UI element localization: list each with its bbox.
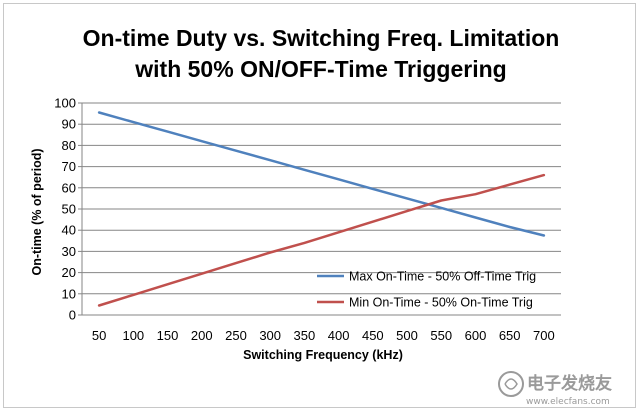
legend-label-1: Max On-Time - 50% Off-Time Trig: [349, 270, 536, 284]
x-axis-title: Switching Frequency (kHz): [243, 348, 403, 362]
x-tick-label-550: 550: [430, 328, 452, 343]
watermark-text: 电子发烧友: [527, 373, 612, 394]
x-tick-label-100: 100: [122, 328, 144, 343]
x-tick-label-600: 600: [465, 328, 487, 343]
gridlines: [82, 102, 561, 295]
legend-label-2: Min On-Time - 50% On-Time Trig: [349, 296, 533, 310]
watermark: 电子发烧友 www.elecfans.com: [498, 371, 612, 407]
chart-title-line-2: with 50% ON/OFF-Time Triggering: [134, 56, 506, 82]
y-tick-label-70: 70: [62, 159, 76, 174]
watermark-url: www.elecfans.com: [526, 397, 610, 407]
y-tick-label-60: 60: [62, 180, 76, 195]
x-tick-label-150: 150: [157, 328, 179, 343]
legend: Max On-Time - 50% Off-Time Trig Min On-Ti…: [317, 270, 536, 310]
series-line-1: [97, 111, 546, 237]
y-tick-label-80: 80: [62, 138, 76, 153]
y-tick-label-20: 20: [62, 265, 76, 280]
x-tick-label-450: 450: [362, 328, 384, 343]
y-tick-label-10: 10: [62, 286, 76, 301]
y-tick-label-0: 0: [69, 308, 76, 323]
chart-title: On-time Duty vs. Switching Freq. Limitat…: [83, 25, 560, 82]
chart-title-line-1: On-time Duty vs. Switching Freq. Limitat…: [83, 25, 560, 51]
x-tick-label-200: 200: [191, 328, 213, 343]
x-tick-label-350: 350: [294, 328, 316, 343]
x-tick-label-250: 250: [225, 328, 247, 343]
x-tick-label-500: 500: [396, 328, 418, 343]
y-tick-label-30: 30: [62, 244, 76, 259]
y-tick-label-50: 50: [62, 202, 76, 217]
axes: [78, 102, 561, 316]
series-line-2: [97, 173, 546, 307]
chart-frame: On-time Duty vs. Switching Freq. Limitat…: [3, 3, 636, 408]
x-tick-label-400: 400: [328, 328, 350, 343]
y-tick-label-90: 90: [62, 117, 76, 132]
y-tick-label-100: 100: [54, 96, 76, 111]
x-tick-label-650: 650: [499, 328, 521, 343]
x-tick-labels: 50 100 150 200 250 300 350 400 450 500 550 600 650 70…: [92, 328, 555, 343]
series-lines: [97, 111, 546, 307]
x-tick-label-50: 50: [92, 328, 106, 343]
y-tick-labels: 0 10 20 30 40 50 60 70 80 90 100: [54, 96, 76, 323]
x-tick-label-300: 300: [259, 328, 281, 343]
y-tick-label-40: 40: [62, 223, 76, 238]
y-axis-title: On-time (% of period): [30, 148, 44, 275]
watermark-logo-icon: [498, 371, 524, 397]
x-tick-label-700: 700: [533, 328, 555, 343]
chart-svg: On-time Duty vs. Switching Freq. Limitat…: [30, 25, 612, 407]
